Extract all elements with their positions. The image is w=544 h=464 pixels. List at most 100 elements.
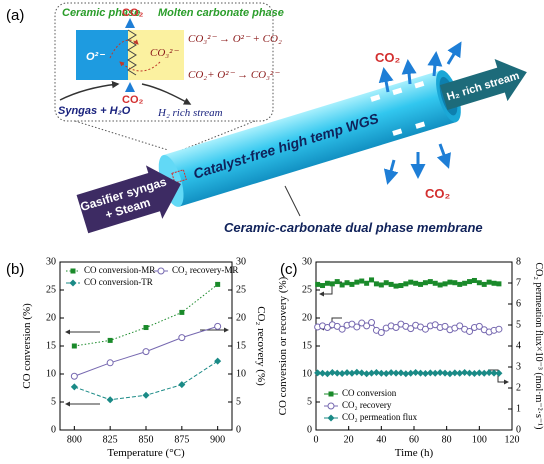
marker bbox=[397, 369, 405, 377]
marker bbox=[353, 323, 361, 331]
y2-tick-label: 0 bbox=[516, 424, 521, 435]
marker bbox=[107, 337, 113, 343]
marker bbox=[407, 325, 415, 333]
marker bbox=[456, 369, 464, 377]
marker bbox=[178, 381, 186, 389]
phase-label: Molten carbonate phase bbox=[158, 7, 284, 19]
marker bbox=[476, 280, 482, 286]
marker bbox=[441, 322, 449, 330]
marker bbox=[343, 369, 351, 377]
marker bbox=[393, 283, 399, 289]
marker bbox=[490, 369, 498, 377]
co2-arrow bbox=[436, 143, 451, 169]
marker bbox=[475, 369, 483, 377]
marker bbox=[481, 281, 487, 287]
marker bbox=[339, 282, 345, 288]
marker bbox=[344, 280, 350, 286]
marker bbox=[447, 279, 453, 285]
co2-arrow bbox=[446, 41, 462, 65]
marker bbox=[408, 279, 414, 285]
pore bbox=[370, 94, 381, 102]
x-tick-label: 0 bbox=[314, 434, 319, 445]
marker bbox=[475, 322, 483, 330]
y-tick-label: 15 bbox=[46, 340, 56, 351]
y-tick-label: 0 bbox=[307, 424, 312, 435]
marker bbox=[178, 334, 186, 342]
legend-marker bbox=[327, 414, 335, 422]
marker bbox=[353, 368, 361, 376]
marker bbox=[470, 370, 478, 378]
marker bbox=[392, 324, 400, 332]
species-label: CO₂ bbox=[375, 50, 401, 65]
marker bbox=[446, 370, 454, 378]
ceramic-phase bbox=[76, 30, 134, 80]
co2-arrow bbox=[383, 159, 399, 185]
y2-tick-label: 2 bbox=[516, 382, 521, 393]
marker bbox=[372, 368, 380, 376]
marker bbox=[461, 368, 469, 376]
x-tick-label: 80 bbox=[442, 434, 452, 445]
marker bbox=[457, 281, 463, 287]
marker bbox=[215, 281, 221, 287]
marker bbox=[323, 370, 331, 378]
marker bbox=[456, 322, 464, 330]
y2-tick-label: 15 bbox=[236, 340, 246, 351]
marker bbox=[392, 369, 400, 377]
leader-line bbox=[284, 185, 301, 217]
marker bbox=[466, 327, 474, 335]
species-label: CO₂ bbox=[122, 7, 144, 19]
marker bbox=[71, 343, 77, 349]
y2-tick-label: 0 bbox=[236, 424, 241, 435]
marker bbox=[436, 369, 444, 377]
marker bbox=[431, 369, 439, 377]
feed-arrow-shape bbox=[76, 165, 181, 234]
y-tick-label: 25 bbox=[46, 284, 56, 295]
marker bbox=[106, 359, 114, 367]
y2-tick-label: 25 bbox=[236, 284, 246, 295]
y-tick-label: 30 bbox=[46, 256, 56, 267]
marker bbox=[363, 370, 371, 378]
marker bbox=[452, 280, 458, 286]
pore bbox=[415, 121, 426, 129]
marker bbox=[368, 318, 376, 326]
marker bbox=[354, 279, 360, 285]
marker bbox=[348, 369, 356, 377]
marker bbox=[398, 283, 404, 289]
species-label: CO₂ bbox=[122, 94, 144, 106]
y2-axis-label: CO₂ recovery (%) bbox=[255, 306, 267, 386]
x-tick-label: 40 bbox=[376, 434, 386, 445]
flow-arrow bbox=[141, 83, 192, 105]
marker bbox=[382, 370, 390, 378]
x-tick-label: 875 bbox=[174, 434, 189, 445]
pore bbox=[392, 87, 403, 96]
marker bbox=[70, 372, 78, 380]
marker bbox=[387, 369, 395, 377]
y-tick-label: 5 bbox=[51, 396, 56, 407]
y-tick-label: 25 bbox=[302, 284, 312, 295]
marker bbox=[480, 369, 488, 377]
carbonate-phase bbox=[128, 30, 184, 80]
x-axis-label: Time (h) bbox=[395, 447, 434, 459]
y-tick-label: 30 bbox=[302, 256, 312, 267]
marker bbox=[491, 280, 497, 286]
panel-label: (a) bbox=[6, 7, 24, 24]
marker bbox=[179, 309, 185, 315]
x-tick-label: 900 bbox=[210, 434, 225, 445]
inset-leader bbox=[74, 120, 169, 151]
marker bbox=[364, 280, 370, 286]
y-tick-label: 20 bbox=[46, 312, 56, 323]
marker bbox=[467, 279, 473, 285]
reaction: CO₂+ O²⁻ → CO₃²⁻ bbox=[188, 69, 280, 81]
marker bbox=[333, 369, 341, 377]
marker bbox=[368, 369, 376, 377]
x-tick-label: 60 bbox=[409, 434, 419, 445]
y2-tick-label: 5 bbox=[516, 319, 521, 330]
marker bbox=[363, 322, 371, 330]
legend-label: CO conversion-MR bbox=[84, 265, 155, 275]
y-tick-label: 5 bbox=[307, 396, 312, 407]
marker bbox=[314, 369, 322, 377]
marker bbox=[369, 277, 375, 283]
co2-arrow bbox=[378, 67, 394, 93]
ion-path bbox=[119, 61, 161, 72]
